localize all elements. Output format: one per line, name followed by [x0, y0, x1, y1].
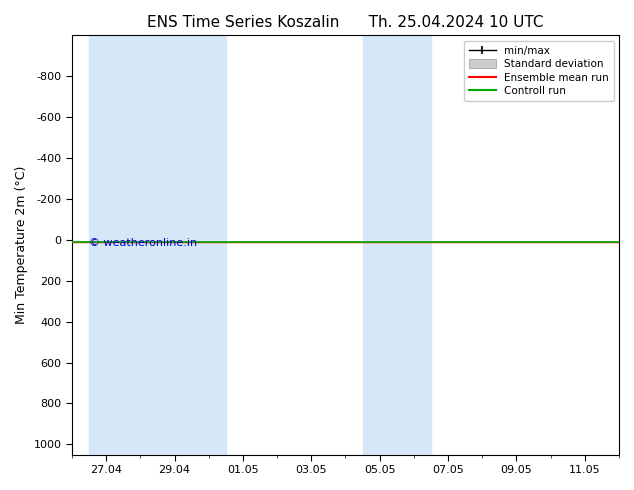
Text: © weatheronline.in: © weatheronline.in [89, 238, 197, 248]
Legend: min/max, Standard deviation, Ensemble mean run, Controll run: min/max, Standard deviation, Ensemble me… [464, 41, 614, 101]
Bar [363, 35, 431, 455]
Title: ENS Time Series Koszalin      Th. 25.04.2024 10 UTC: ENS Time Series Koszalin Th. 25.04.2024 … [147, 15, 544, 30]
Bar [89, 35, 157, 455]
Y-axis label: Min Temperature 2m (°C): Min Temperature 2m (°C) [15, 166, 28, 324]
Bar [157, 35, 226, 455]
